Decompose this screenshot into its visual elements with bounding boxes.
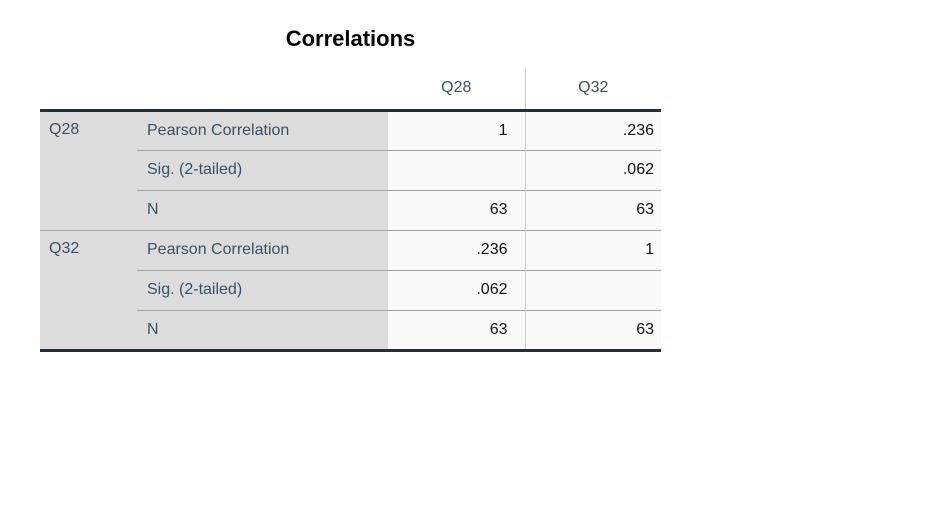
table-row: Sig. (2-tailed) .062 — [40, 269, 661, 310]
stub-spacer — [40, 68, 137, 112]
column-header-q32: Q32 — [524, 68, 661, 112]
value-cell: .062 — [524, 149, 661, 190]
statistic-label: Sig. (2-tailed) — [137, 149, 388, 190]
value-cell: .062 — [388, 269, 525, 310]
stub-spacer — [137, 68, 388, 112]
value-cell: 63 — [388, 189, 525, 230]
table-row: Sig. (2-tailed) .062 — [40, 149, 661, 190]
header-row: Q28 Q32 — [40, 68, 661, 112]
value-cell — [388, 149, 525, 190]
table-row: Q32 Pearson Correlation .236 1 — [40, 229, 661, 352]
row-group-label-q32: Q32 — [40, 229, 137, 352]
column-header-q28: Q28 — [388, 68, 525, 112]
table-row: Q28 Pearson Correlation 1 .236 — [40, 110, 661, 230]
value-cell: 63 — [524, 189, 661, 230]
statistic-label: N — [137, 309, 388, 352]
statistic-label: Sig. (2-tailed) — [137, 269, 388, 310]
table-row: N 63 63 — [40, 189, 661, 230]
value-cell: 63 — [524, 309, 661, 352]
value-cell: .236 — [524, 110, 661, 150]
value-cell: .236 — [388, 229, 525, 270]
table-row: N 63 63 — [40, 309, 661, 352]
value-cell: 63 — [388, 309, 525, 352]
statistic-label: Pearson Correlation — [137, 110, 388, 150]
value-cell: 1 — [524, 229, 661, 270]
value-cell — [524, 269, 661, 310]
table-title: Correlations — [285, 26, 416, 51]
statistic-label: N — [137, 189, 388, 230]
correlations-table: Q28 Q32 Q28 Pearson Correlation 1 .236 S… — [40, 68, 661, 352]
value-cell: 1 — [388, 110, 525, 150]
row-group-label-q28: Q28 — [40, 110, 137, 230]
statistic-label: Pearson Correlation — [137, 229, 388, 270]
